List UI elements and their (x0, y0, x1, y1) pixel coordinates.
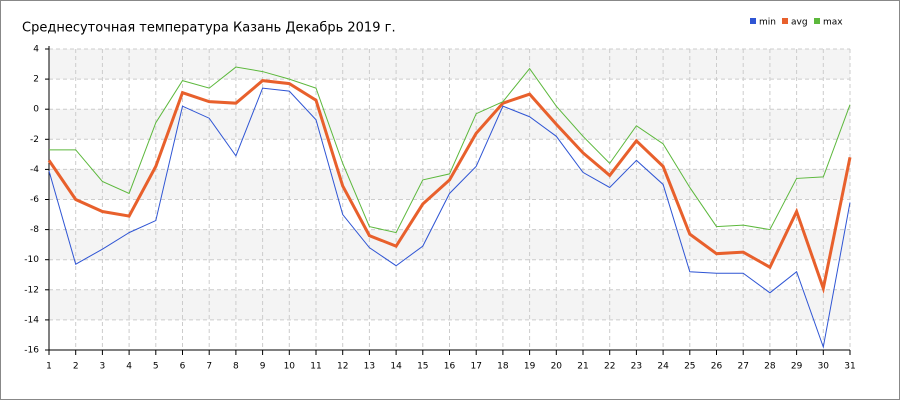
x-tick-label: 4 (126, 362, 132, 372)
x-tick-label: 18 (497, 362, 509, 372)
y-tick-label: -2 (30, 135, 39, 145)
y-tick-label: -6 (30, 195, 39, 205)
legend-swatch (782, 18, 788, 24)
legend-label: max (823, 18, 843, 28)
x-tick-label: 5 (153, 362, 159, 372)
x-tick-label: 20 (551, 362, 563, 372)
y-tick-label: -4 (30, 165, 39, 175)
x-tick-label: 28 (764, 362, 776, 372)
y-tick-label: 4 (33, 45, 39, 55)
x-tick-label: 29 (791, 362, 803, 372)
x-tick-label: 15 (417, 362, 428, 372)
x-tick-label: 31 (844, 362, 855, 372)
x-tick-label: 21 (577, 362, 588, 372)
x-tick-label: 27 (737, 362, 748, 372)
x-tick-label: 9 (260, 362, 266, 372)
x-tick-label: 3 (100, 362, 106, 372)
y-tick-label: -14 (24, 315, 39, 325)
x-tick-label: 7 (206, 362, 212, 372)
x-tick-label: 1 (46, 362, 52, 372)
x-tick-label: 30 (818, 362, 830, 372)
y-tick-label: 2 (33, 75, 39, 85)
legend-swatch (750, 18, 756, 24)
x-tick-label: 8 (233, 362, 239, 372)
x-tick-label: 26 (711, 362, 723, 372)
x-tick-label: 11 (310, 362, 321, 372)
x-tick-label: 10 (284, 362, 296, 372)
x-tick-label: 17 (470, 362, 481, 372)
line-min (48, 87, 851, 349)
y-tick-label: 0 (33, 105, 39, 115)
x-tick-label: 16 (444, 362, 456, 372)
x-tick-label: 12 (337, 362, 348, 372)
chart-title: Среднесуточная температура Казань Декабр… (22, 21, 396, 36)
x-tick-label: 6 (180, 362, 186, 372)
x-tick-label: 23 (631, 362, 642, 372)
line-max (49, 66, 851, 234)
legend-label: avg (791, 18, 808, 28)
x-tick-label: 19 (524, 362, 536, 372)
legend-swatch (814, 18, 820, 24)
line-avg (47, 79, 852, 294)
x-tick-label: 22 (604, 362, 615, 372)
y-tick-label: -12 (24, 285, 39, 295)
y-tick-label: -16 (24, 346, 39, 356)
y-tick-label: -8 (30, 225, 39, 235)
x-tick-label: 25 (684, 362, 695, 372)
x-tick-label: 2 (73, 362, 79, 372)
x-tick-label: 24 (657, 362, 669, 372)
x-tick-label: 14 (390, 362, 402, 372)
x-tick-label: 13 (364, 362, 375, 372)
y-tick-label: -10 (24, 255, 39, 265)
legend-label: min (759, 18, 776, 28)
